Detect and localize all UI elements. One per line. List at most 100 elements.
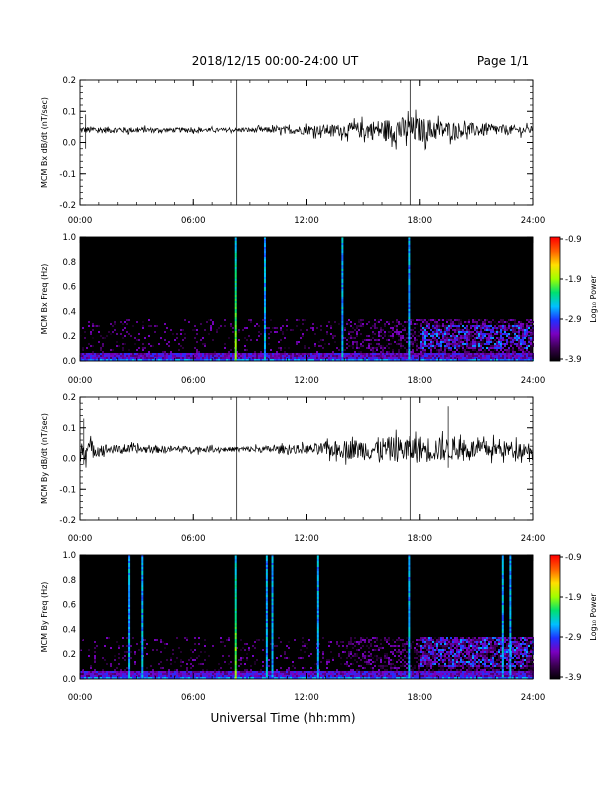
heatmap-cell xyxy=(84,673,86,675)
heatmap-cell xyxy=(442,323,444,325)
heatmap-cell xyxy=(490,671,492,673)
heatmap-cell xyxy=(498,659,500,661)
heatmap-cell xyxy=(412,675,414,677)
colorbar-band xyxy=(550,313,560,315)
colorbar-band xyxy=(550,271,560,273)
heatmap-cell xyxy=(352,353,354,355)
heatmap-cell xyxy=(214,675,216,677)
heatmap-cell xyxy=(144,337,146,339)
heatmap-cell xyxy=(464,329,466,331)
heatmap-cell xyxy=(428,343,430,345)
heatmap-cell xyxy=(368,345,370,347)
heatmap-cell xyxy=(364,677,366,679)
heatmap-cell xyxy=(100,677,102,679)
heatmap-cell xyxy=(476,665,478,667)
heatmap-cell xyxy=(256,357,258,359)
heatmap-cell xyxy=(278,355,280,357)
heatmap-cell xyxy=(278,673,280,675)
heatmap-cell xyxy=(526,359,528,361)
heatmap-cell xyxy=(200,673,202,675)
heatmap-cell xyxy=(252,645,254,647)
heatmap-cell xyxy=(294,639,296,641)
heatmap-cell xyxy=(356,641,358,643)
heatmap-cell xyxy=(478,319,480,321)
heatmap-cell xyxy=(486,327,488,329)
heatmap-cell xyxy=(150,357,152,359)
heatmap-cell xyxy=(322,675,324,677)
heatmap-cell xyxy=(100,671,102,673)
heatmap-cell xyxy=(190,673,192,675)
heatmap-cell xyxy=(450,319,452,321)
heatmap-cell xyxy=(122,673,124,675)
heatmap-cell xyxy=(172,671,174,673)
heatmap-cell xyxy=(448,651,450,653)
heatmap-cell xyxy=(192,329,194,331)
heatmap-cell xyxy=(162,667,164,669)
heatmap-cell xyxy=(434,651,436,653)
heatmap-cell xyxy=(276,327,278,329)
heatmap-cell xyxy=(438,323,440,325)
heatmap-cell xyxy=(410,665,412,667)
heatmap-cell xyxy=(298,357,300,359)
heatmap-cell xyxy=(176,357,178,359)
heatmap-cell xyxy=(396,331,398,333)
heatmap-cell xyxy=(350,643,352,645)
heatmap-cell xyxy=(122,637,124,639)
heatmap-cell xyxy=(184,675,186,677)
spectral-line xyxy=(408,345,411,347)
heatmap-cell xyxy=(144,675,146,677)
heatmap-cell xyxy=(432,337,434,339)
heatmap-cell xyxy=(360,351,362,353)
colorbar-band xyxy=(550,266,560,268)
heatmap-cell xyxy=(506,663,508,665)
heatmap-cell xyxy=(464,357,466,359)
heatmap-cell xyxy=(504,655,506,657)
heatmap-cell xyxy=(162,671,164,673)
heatmap-cell xyxy=(268,659,270,661)
heatmap-cell xyxy=(378,335,380,337)
heatmap-cell xyxy=(468,641,470,643)
heatmap-cell xyxy=(212,675,214,677)
heatmap-cell xyxy=(236,647,238,649)
heatmap-cell xyxy=(500,329,502,331)
heatmap-cell xyxy=(84,359,86,361)
heatmap-cell xyxy=(498,665,500,667)
heatmap-cell xyxy=(350,671,352,673)
heatmap-cell xyxy=(376,327,378,329)
heatmap-cell xyxy=(456,671,458,673)
heatmap-cell xyxy=(490,333,492,335)
heatmap-cell xyxy=(438,359,440,361)
heatmap-cell xyxy=(466,675,468,677)
heatmap-cell xyxy=(422,653,424,655)
heatmap-cell xyxy=(426,667,428,669)
heatmap-cell xyxy=(372,359,374,361)
heatmap-cell xyxy=(430,641,432,643)
heatmap-cell xyxy=(202,343,204,345)
heatmap-cell xyxy=(142,355,144,357)
heatmap-cell xyxy=(130,657,132,659)
heatmap-cell xyxy=(388,331,390,333)
heatmap-cell xyxy=(468,657,470,659)
heatmap-cell xyxy=(490,637,492,639)
heatmap-cell xyxy=(422,675,424,677)
heatmap-cell xyxy=(402,665,404,667)
heatmap-cell xyxy=(144,357,146,359)
heatmap-cell xyxy=(490,329,492,331)
heatmap-cell xyxy=(512,677,514,679)
heatmap-cell xyxy=(376,675,378,677)
heatmap-cell xyxy=(118,357,120,359)
heatmap-cell xyxy=(350,677,352,679)
heatmap-cell xyxy=(390,651,392,653)
heatmap-cell xyxy=(126,667,128,669)
spectral-line xyxy=(263,333,266,335)
heatmap-cell xyxy=(310,359,312,361)
heatmap-cell xyxy=(458,323,460,325)
heatmap-cell xyxy=(410,355,412,357)
heatmap-cell xyxy=(434,327,436,329)
heatmap-cell xyxy=(470,669,472,671)
heatmap-cell xyxy=(310,653,312,655)
heatmap-cell xyxy=(482,653,484,655)
y-tick-label: -0.1 xyxy=(59,170,76,180)
heatmap-cell xyxy=(492,357,494,359)
